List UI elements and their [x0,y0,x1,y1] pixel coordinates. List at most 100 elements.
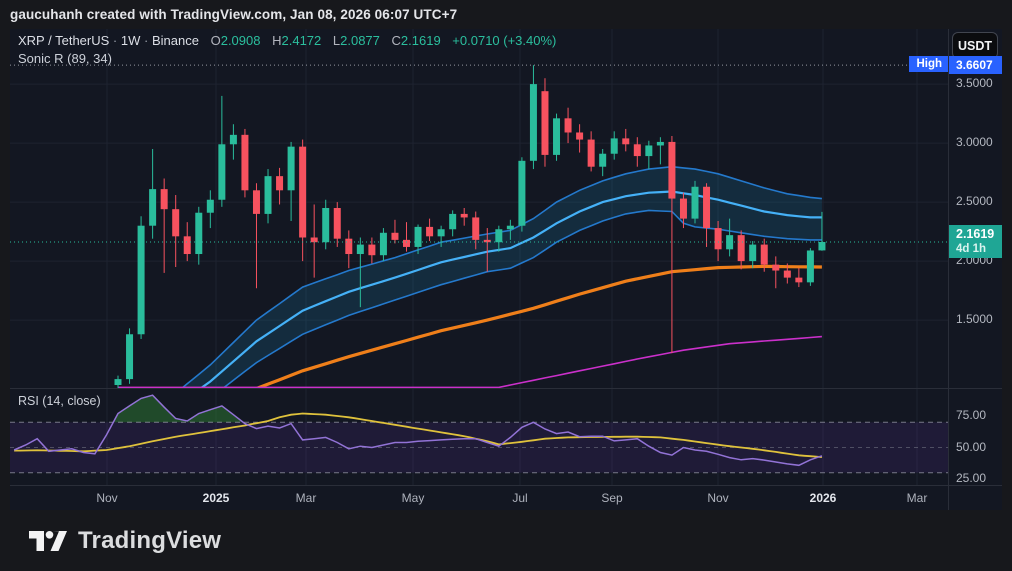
interval-label[interactable]: 1W [120,33,141,48]
candle-body [703,186,711,229]
rsi-indicator-legend[interactable]: RSI (14, close) [18,394,101,408]
candle-body [414,226,422,247]
rsi-pane[interactable]: RSI (14, close) [10,388,948,485]
rsi-tick-label: 75.00 [956,408,987,422]
candle-body [333,208,341,239]
symbol-legend[interactable]: XRP / TetherUS · 1W · Binance O2.0908 H2… [18,32,556,50]
price-tick-label: 3.0000 [956,135,993,150]
symbol-name[interactable]: XRP / TetherUS [18,33,110,48]
open-value: 2.0908 [220,33,261,48]
candle-body [599,153,607,167]
candle-body [149,189,157,226]
sonic-r-slowest-ema-line [118,335,822,388]
axis-corner [948,485,1002,510]
price-tick-label: 2.5000 [956,194,993,209]
time-tick-label: Jul [512,491,528,505]
candle-body [322,208,330,243]
candle-body [818,242,826,251]
candle-body [529,84,537,161]
sonic-r-upper-line [180,165,822,388]
candle-body [426,226,434,237]
high-line-tag: High [909,56,948,73]
open-label: O [210,33,221,48]
candle-body [310,237,318,243]
candle-body [553,118,561,155]
currency-toggle-button[interactable]: USDT [952,32,998,59]
rsi-scale[interactable]: 75.00 50.00 25.00 [948,388,1002,485]
high-label: H [272,33,282,48]
candle-body [160,189,168,210]
candle-body [252,190,260,214]
candle-body [576,132,584,140]
price-scale[interactable]: USDT 3.5000 3.0000 2.5000 2.0000 1.5000 3.66… [948,29,1002,388]
candle-body [610,138,618,154]
legend-separator: · [112,33,118,48]
sonic-r-slow-ema-line [118,264,822,388]
candle-body [668,141,676,199]
price-pane[interactable]: XRP / TetherUS · 1W · Binance O2.0908 H2… [10,29,948,388]
candle-body [633,144,641,157]
candle-body [183,236,191,255]
candle-body [368,244,376,256]
candle-body [391,232,399,240]
candle-body [137,225,145,335]
rsi-line [13,394,823,467]
time-axis[interactable]: Nov 2025 Mar May Jul Sep Nov 2026 Mar [10,485,948,510]
bar-countdown: 4d 1h [956,243,987,255]
candle-body [622,138,630,145]
candle-body [645,145,653,157]
rsi-chart-canvas[interactable] [10,389,948,485]
candle-body [437,229,445,237]
candle-body [126,334,134,380]
candle-body [206,199,214,213]
close-value: 2.1619 [400,33,441,48]
tradingview-brand-text: TradingView [78,526,222,554]
sonic-r-band-fill [182,166,822,388]
footer: TradingView [0,510,1012,571]
candle-body [760,244,768,265]
candle-body [749,244,757,262]
candle-body [460,213,468,218]
candle-body [114,379,122,386]
legend-separator2: · [144,33,149,48]
candle-body [541,91,549,155]
candle-body [241,134,249,191]
chart-container: XRP / TetherUS · 1W · Binance O2.0908 H2… [10,29,1002,510]
candle-body [564,118,572,133]
last-price-badge: 2.1619 4d 1h [949,225,1002,258]
rsi-tick-label: 25.00 [956,471,987,485]
candle-body [195,212,203,255]
tradingview-brand[interactable]: TradingView [28,526,221,556]
rsi-band-fill [10,422,948,473]
candle-body [449,213,457,230]
price-chart-canvas[interactable] [10,29,948,388]
candle-body [287,146,295,191]
candle-body [506,225,514,230]
candle-body [587,139,595,167]
candle-body [472,217,480,240]
high-value-badge: 3.6607 [949,56,1002,75]
candle-body [276,176,284,191]
time-tick-label: 2026 [809,491,837,505]
low-value: 2.0877 [340,33,380,48]
candle-body [691,186,699,219]
candle-body [772,264,780,271]
time-tick-label: Mar [295,491,317,505]
indicator-legend[interactable]: Sonic R (89, 34) [18,51,112,66]
time-tick-label: Sep [601,491,623,505]
rsi-ma-line [14,412,822,458]
candle-body [218,144,226,200]
candle-body [795,277,803,283]
candle-body [379,232,387,256]
candle-body [783,270,791,278]
candle-body [264,176,272,214]
candle-body [679,198,687,219]
candle-body [737,235,745,262]
attribution-bar: gaucuhanh created with TradingView.com, … [10,7,458,22]
candle-body [172,209,180,237]
candle-body [714,228,722,250]
price-tick-label: 1.5000 [956,312,993,327]
time-tick-label: Nov [707,491,729,505]
time-tick-label: May [401,491,425,505]
